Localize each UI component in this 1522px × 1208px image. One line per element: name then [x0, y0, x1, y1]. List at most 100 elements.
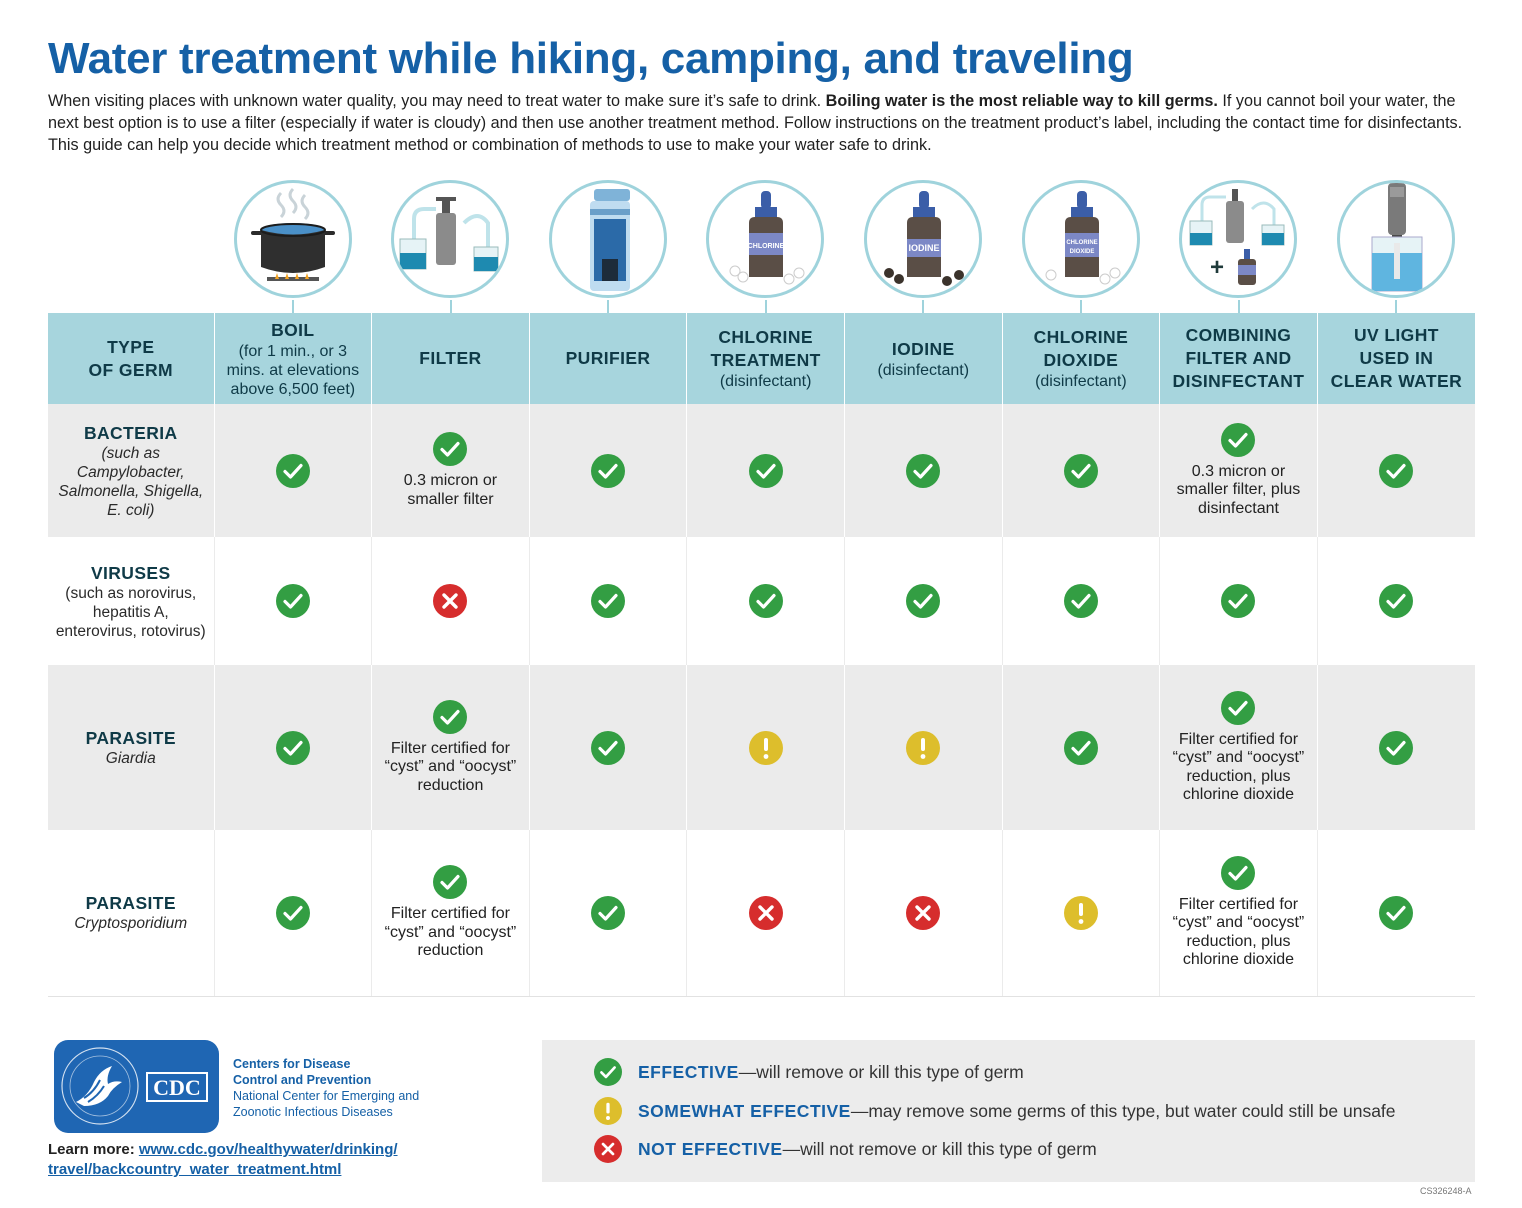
table-cell: 0.3 micron or smaller filter — [371, 404, 530, 537]
column-header-filter: FILTER — [371, 313, 530, 404]
germ-description: Cryptosporidium — [74, 915, 188, 933]
check-icon — [1221, 855, 1256, 890]
table-cell — [686, 665, 845, 830]
legend-term: NOT EFFECTIVE — [638, 1138, 783, 1159]
boiling-pot-icon — [233, 180, 352, 298]
column-sub: (disinfectant) — [719, 373, 812, 390]
table-cell — [1317, 537, 1475, 665]
column-header-uv-light: UV LIGHT USED IN CLEAR WATER — [1317, 313, 1475, 404]
type-of-germ-line-1: TYPE — [107, 336, 155, 357]
column-header-boil: BOIL (for 1 min., or 3 mins. at elevatio… — [214, 313, 373, 404]
header-row: TYPE OF GERM BOIL (for 1 min., or 3 mins… — [48, 313, 1475, 404]
learn-more-link-line-2[interactable]: travel/backcountry_water_treatment.html — [48, 1161, 342, 1178]
column-header-iodine: IODINE (disinfectant) — [844, 313, 1003, 404]
legend-effective: EFFECTIVE —will remove or kill this type … — [594, 1057, 1024, 1087]
column-header-chlorine: CHLORINE TREATMENT (disinfectant) — [686, 313, 845, 404]
table-cell — [1317, 404, 1475, 537]
check-icon — [275, 895, 310, 930]
table-cell — [686, 830, 845, 997]
germ-name: BACTERIA — [83, 422, 178, 443]
treatment-table: TYPE OF GERM BOIL (for 1 min., or 3 mins… — [48, 313, 1475, 997]
cdc-logo-text: CDC — [153, 1075, 201, 1100]
table-row-parasite-cryptosporidium: PARASITE Cryptosporidium Filter certifie… — [48, 830, 1475, 997]
cell-note: Filter certified for “cyst” and “oocyst”… — [1172, 730, 1305, 804]
legend-not: NOT EFFECTIVE —will not remove or kill th… — [594, 1134, 1097, 1164]
intro-text-1: When visiting places with unknown water … — [48, 92, 826, 110]
check-icon — [1221, 584, 1256, 618]
check-icon — [1379, 453, 1414, 488]
column-header-chlorine-dioxide: CHLORINE DIOXIDE (disinfectant) — [1002, 313, 1161, 404]
table-cell: Filter certified for “cyst” and “oocyst”… — [1159, 830, 1318, 997]
table-cell — [844, 830, 1003, 997]
chlorine-dioxide-bottle-icon: CHLORINE DIOXIDE — [1021, 180, 1140, 298]
filter-icon-cell — [372, 180, 529, 314]
table-cell — [686, 404, 845, 537]
check-icon — [591, 895, 626, 930]
check-icon — [591, 584, 626, 618]
boil-icon-cell — [214, 180, 371, 314]
exclamation-icon — [748, 730, 783, 765]
table-cell — [214, 665, 373, 830]
table-cell — [686, 537, 845, 665]
table-cell — [1002, 404, 1161, 537]
check-icon — [1063, 584, 1098, 618]
cell-note: Filter certified for “cyst” and “oocyst”… — [384, 905, 517, 959]
agency-line-2: Control and Prevention — [233, 1073, 372, 1087]
purifier-icon-cell — [529, 180, 686, 314]
exclamation-icon — [1063, 895, 1098, 930]
learn-more-link-line-1[interactable]: www.cdc.gov/healthywater/drinking/ — [138, 1141, 398, 1158]
chlorine-icon-cell: CHLORINE — [687, 180, 844, 314]
iodine-bottle-icon: IODINE — [863, 180, 982, 298]
chlorine-label-text: CHLORINE — [748, 243, 785, 250]
chlorine-dioxide-label-text-2: DIOXIDE — [1069, 249, 1094, 255]
method-icons: CHLORINE IODINE — [214, 180, 1475, 314]
learn-more-label: Learn more: — [48, 1141, 139, 1158]
uv-light-icon-cell — [1317, 180, 1474, 314]
check-icon — [1063, 730, 1098, 765]
check-icon — [1379, 584, 1414, 618]
table-row-parasite-giardia: PARASITE Giardia Filter certified for “c… — [48, 665, 1475, 830]
table-cell — [214, 404, 373, 537]
table-cell — [529, 537, 688, 665]
check-icon — [591, 730, 626, 765]
table-cell — [844, 537, 1003, 665]
germ-name: PARASITE — [85, 893, 176, 914]
check-icon — [1379, 730, 1414, 765]
check-icon — [1063, 453, 1098, 488]
check-icon — [1221, 422, 1256, 457]
column-sub: (disinfectant) — [1035, 373, 1127, 390]
germ-cell: PARASITE Cryptosporidium — [48, 830, 215, 997]
agency-line-4: Zoonotic Infectious Diseases — [233, 1105, 393, 1119]
legend: EFFECTIVE —will remove or kill this type … — [542, 1040, 1475, 1182]
chlorine-bottle-icon: CHLORINE — [706, 180, 825, 298]
iodine-label-text: IODINE — [908, 243, 939, 253]
check-icon — [748, 584, 783, 618]
agency-line-1: Centers for Disease — [233, 1057, 351, 1071]
table-cell — [844, 665, 1003, 830]
learn-more: Learn more: www.cdc.gov/healthywater/dri… — [48, 1140, 398, 1180]
check-icon — [906, 453, 941, 488]
check-icon — [433, 865, 468, 899]
column-header-combining: COMBINING FILTER AND DISINFECTANT — [1159, 313, 1318, 404]
table-cell — [1159, 537, 1318, 665]
germ-description: (such as norovirus, hepatitis A, enterov… — [55, 584, 206, 640]
type-of-germ-header: TYPE OF GERM — [48, 313, 215, 404]
column-name: UV LIGHT USED IN CLEAR WATER — [1330, 325, 1463, 391]
intro-text-2: If you cannot boil your water, the next … — [48, 92, 1463, 154]
iodine-icon-cell: IODINE — [844, 180, 1001, 314]
germ-description: (such as Campylobacter, Salmonella, Shig… — [58, 444, 204, 519]
agency-line-3: National Center for Emerging and — [233, 1089, 420, 1103]
check-icon — [1379, 895, 1414, 930]
document-code: CS326248-A — [1420, 1186, 1472, 1196]
column-name: CHLORINE DIOXIDE — [1033, 327, 1129, 370]
legend-desc: —may remove some germs of this type, but… — [850, 1100, 1396, 1121]
x-icon — [906, 895, 941, 930]
table-cell — [529, 665, 688, 830]
germ-description: Giardia — [105, 750, 156, 767]
table-cell — [529, 830, 688, 997]
table-row-viruses: VIRUSES (such as norovirus, hepatitis A,… — [48, 537, 1475, 665]
column-header-purifier: PURIFIER — [529, 313, 688, 404]
chlorine-dioxide-icon-cell: CHLORINE DIOXIDE — [1002, 180, 1159, 314]
table-cell — [529, 404, 688, 537]
cdc-logo: CDC — [54, 1040, 219, 1133]
